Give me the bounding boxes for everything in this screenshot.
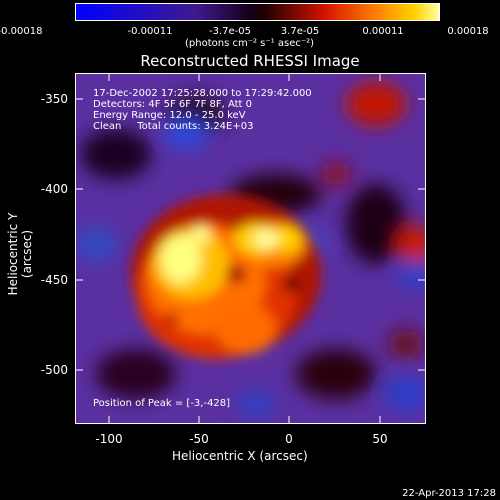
observation-info: 17-Dec-2002 17:25:28.000 to 17:29:42.000… <box>93 88 312 132</box>
colorbar-tick-label: 0.00011 <box>362 26 404 37</box>
y-tick-label: -400 <box>40 182 68 196</box>
detectors: Detectors: 4F 5F 6F 7F 8F, Att 0 <box>93 99 253 110</box>
image-title: Reconstructed RHESSI Image <box>140 52 360 70</box>
colorbar-tick-label: -0.00011 <box>127 26 173 37</box>
colorbar-tick-label: -3.7e-05 <box>209 26 251 37</box>
y-tick-label: -450 <box>40 273 68 287</box>
rhessi-image <box>76 74 425 423</box>
y-tick-label: -500 <box>40 363 68 377</box>
y-tick-label: -350 <box>40 92 68 106</box>
x-tick-label: -100 <box>95 432 123 446</box>
colorbar-unit-label: (photons cm⁻² s⁻¹ asec⁻²) <box>185 38 315 49</box>
y-axis-label: Heliocentric Y (arcsec) <box>6 212 34 296</box>
peak-position: Position of Peak = [-3,-428] <box>93 398 231 409</box>
x-axis-label: Heliocentric X (arcsec) <box>172 449 308 463</box>
image-plot <box>75 73 426 424</box>
x-tick-label: -50 <box>189 432 209 446</box>
timestamp: 22-Apr-2013 17:28 <box>402 488 496 499</box>
clean-total-counts: Clean Total counts: 3.24E+03 <box>93 121 254 132</box>
energy-range: Energy Range: 12.0 - 25.0 keV <box>93 110 246 121</box>
colorbar <box>75 3 440 21</box>
colorbar-tick-label: -0.00018 <box>0 26 43 37</box>
colorbar-tick-label: 0.00018 <box>447 26 489 37</box>
time-range: 17-Dec-2002 17:25:28.000 to 17:29:42.000 <box>93 88 312 99</box>
x-tick-label: 0 <box>285 432 293 446</box>
colorbar-tick-label: 3.7e-05 <box>280 26 320 37</box>
x-tick-label: 50 <box>372 432 388 446</box>
